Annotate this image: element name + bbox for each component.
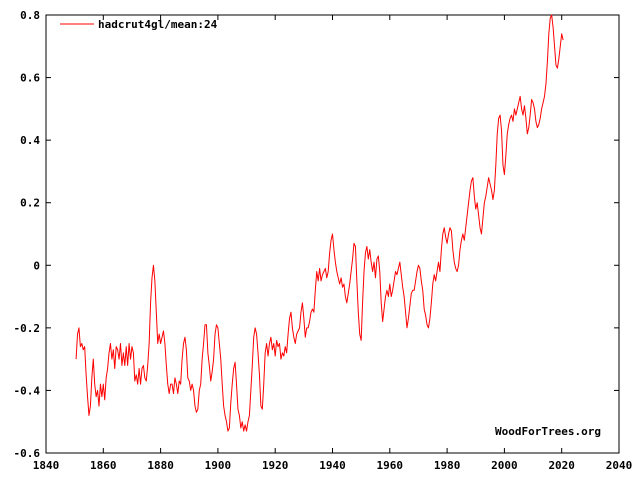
y-tick-label: 0.2 [20,197,40,210]
x-tick-label: 2020 [548,459,575,472]
x-tick-label: 2040 [606,459,633,472]
y-tick-label: 0.4 [20,134,40,147]
y-tick-label: -0.4 [14,384,41,397]
y-tick-label: 0.6 [20,72,40,85]
series-line-hadcrut4gl [75,14,564,432]
y-tick-label: 0.8 [20,9,40,22]
x-tick-label: 1860 [90,459,117,472]
y-axis: -0.6 -0.4 -0.2 0 0.2 0.4 0.6 0.8 [14,9,619,460]
legend: hadcrut4gl/mean:24 [60,18,218,31]
x-tick-label: 1960 [377,459,404,472]
legend-label: hadcrut4gl/mean:24 [98,18,218,31]
x-tick-label: 1980 [434,459,461,472]
x-tick-label: 2000 [491,459,518,472]
x-tick-label: 1880 [147,459,174,472]
watermark-text: WoodForTrees.org [495,425,601,438]
y-tick-label: -0.6 [14,447,41,460]
x-tick-label: 1840 [33,459,60,472]
y-tick-label: -0.2 [14,322,41,335]
x-axis: 1840 1860 1880 1900 1920 1940 1960 1980 2000 2020… [33,15,633,472]
x-tick-label: 1900 [205,459,232,472]
y-tick-label: 0 [33,259,40,272]
x-tick-label: 1920 [262,459,289,472]
x-tick-label: 1940 [319,459,346,472]
